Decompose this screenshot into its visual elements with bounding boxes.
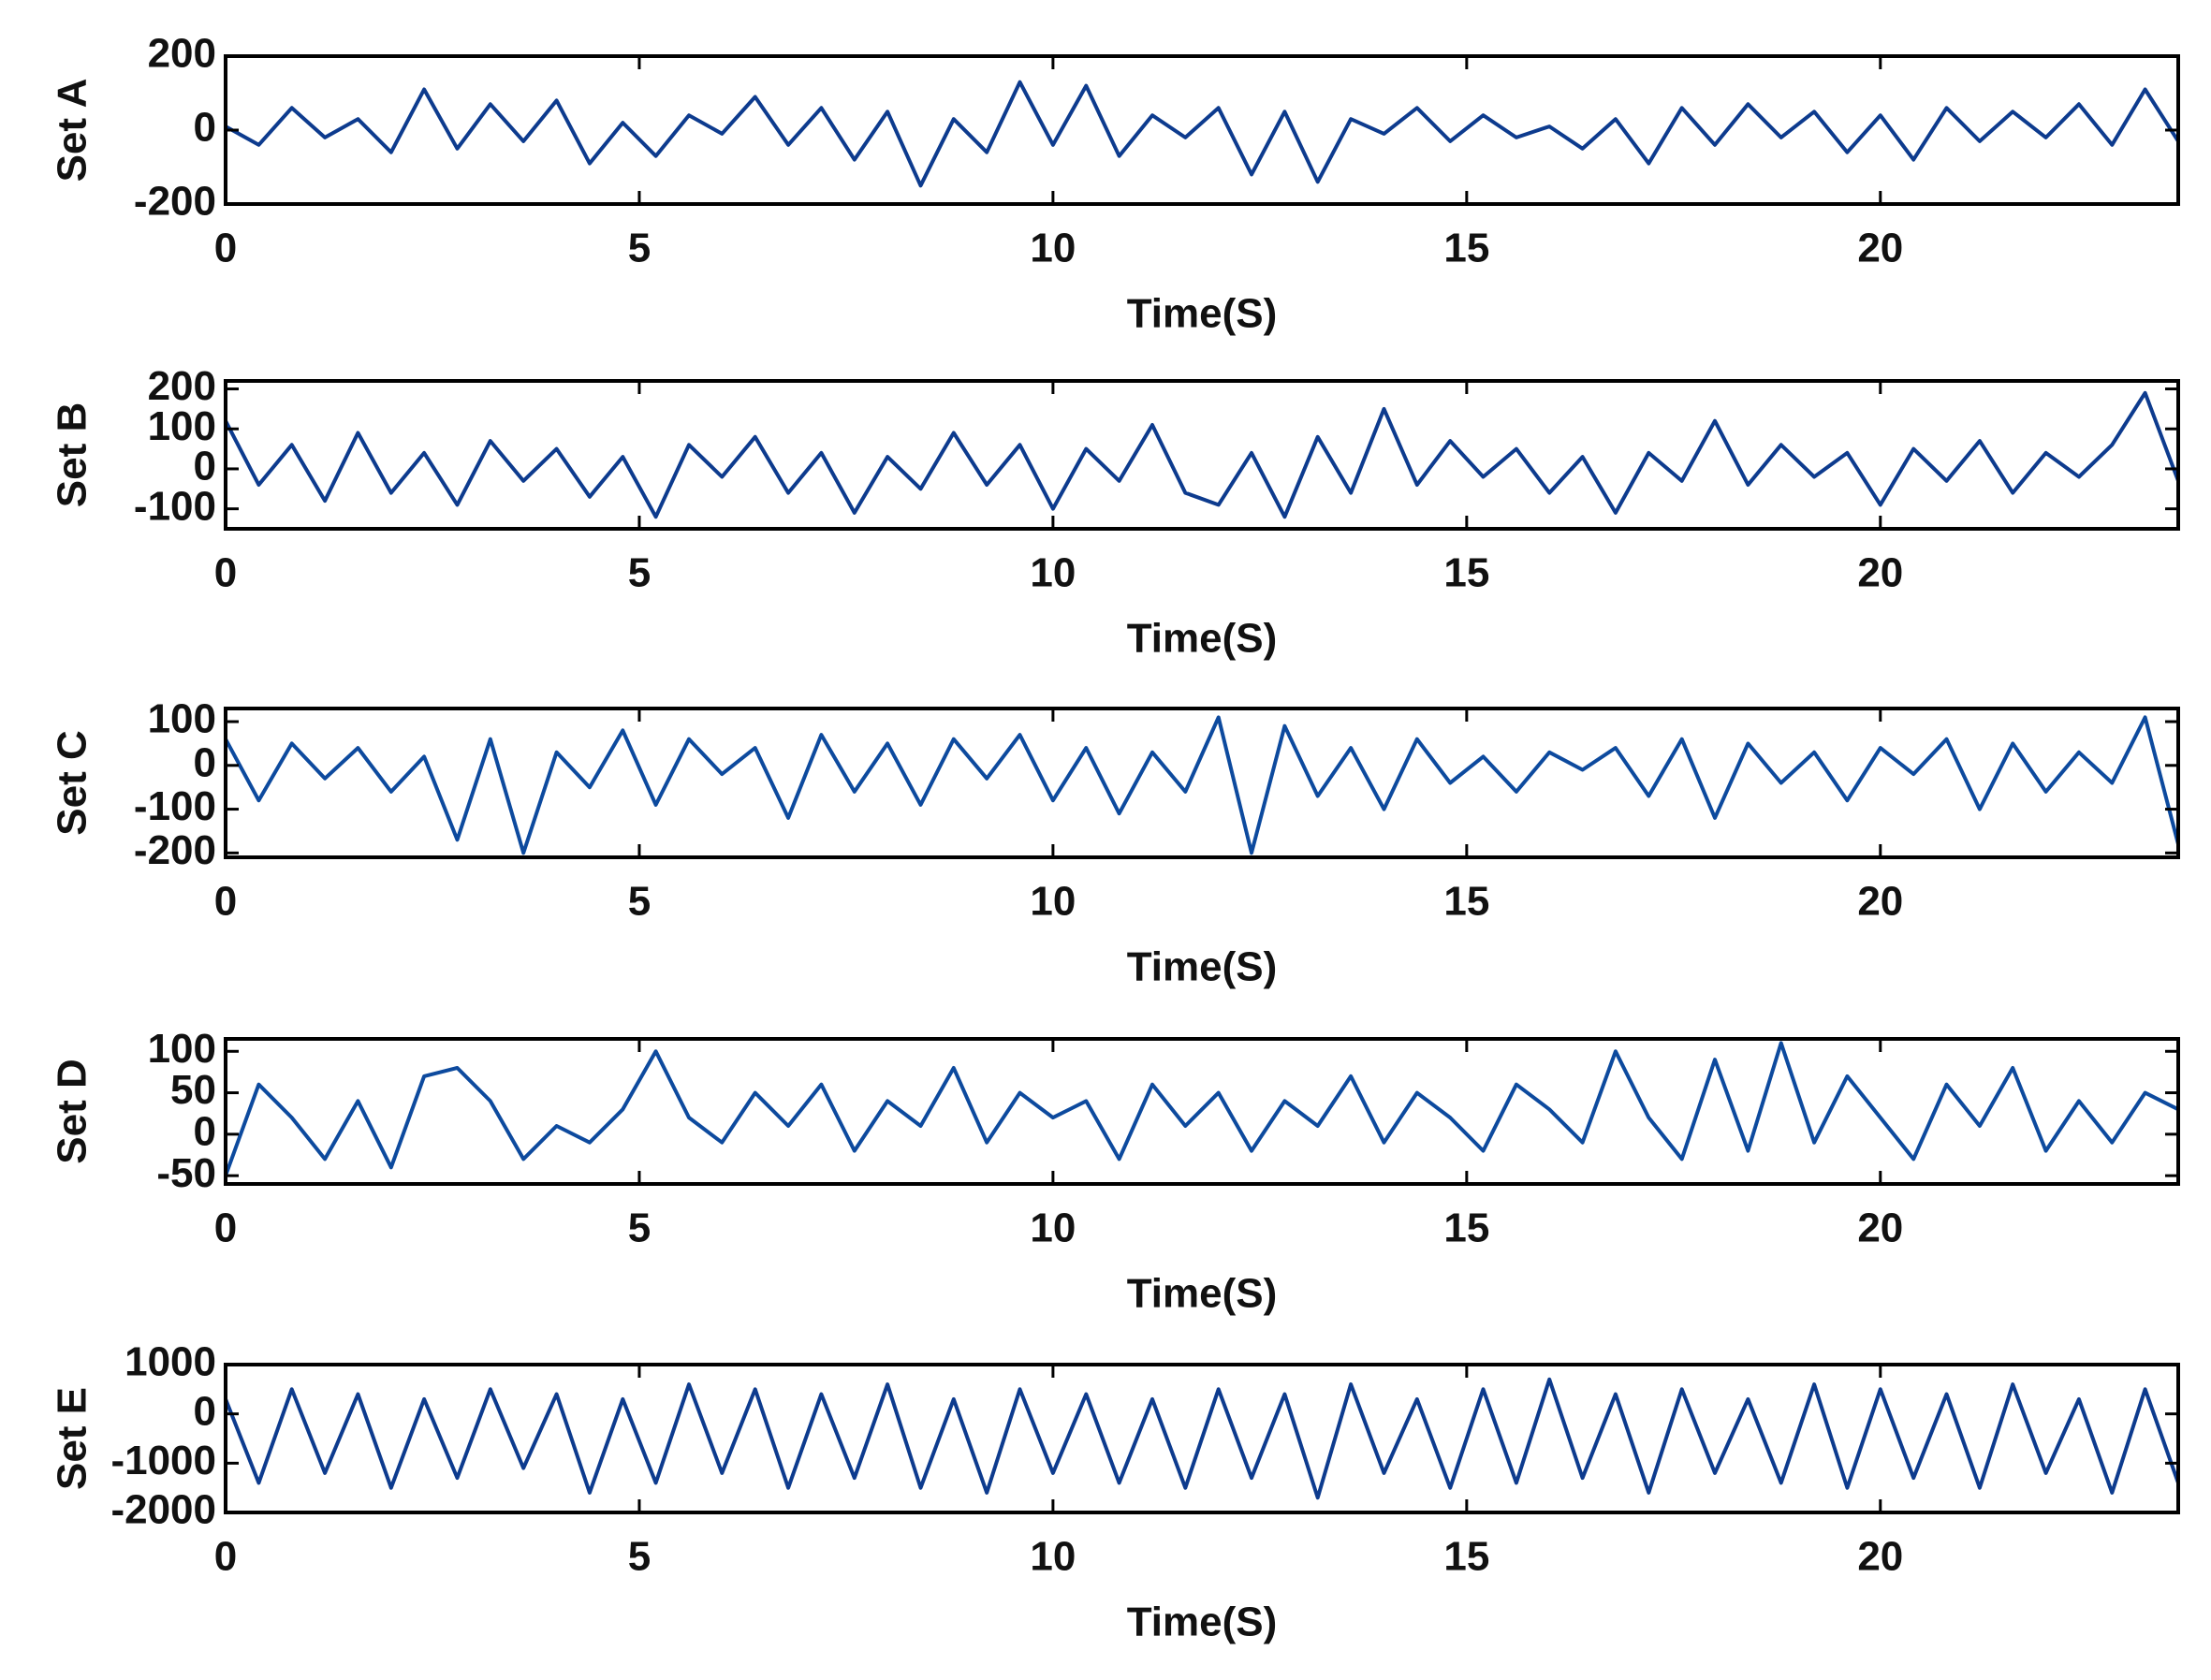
y-tick-label: 100 [148,1026,216,1072]
x-axis-label: Time(S) [1127,291,1278,337]
x-tick-label: 5 [628,1205,651,1251]
y-axis-label: Set B [50,402,95,507]
x-tick-label: 15 [1443,550,1489,596]
signal-line [225,80,2180,188]
x-axis-label: Time(S) [1127,616,1278,662]
plot-area [226,709,2178,857]
x-tick-label: 20 [1857,1534,1903,1580]
x-tick-label: 15 [1443,226,1489,271]
x-tick-label: 15 [1443,1534,1489,1580]
x-tick-label: 5 [628,1534,651,1580]
x-tick-label: 20 [1857,1205,1903,1251]
x-tick-label: 5 [628,226,651,271]
y-tick-label: 200 [148,31,216,77]
signal-line [224,715,2180,855]
x-tick-label: 0 [214,550,237,596]
axes-box [224,1363,2180,1514]
y-tick-label: 200 [148,363,216,409]
x-tick-label: 20 [1857,879,1903,925]
y-tick-label: 0 [194,444,216,489]
signal-line [224,1377,2180,1500]
y-axis-label: Set E [50,1387,95,1490]
y-axis-label: Set C [50,730,95,835]
x-tick-label: 10 [1030,550,1076,596]
x-tick-label: 10 [1030,226,1076,271]
y-tick-label: 0 [194,105,216,151]
x-tick-label: 5 [628,879,651,925]
y-tick-label: -2000 [110,1487,216,1533]
x-tick-label: 5 [628,550,651,596]
x-axis-label: Time(S) [1127,1271,1278,1317]
x-tick-label: 10 [1030,879,1076,925]
y-tick-label: 50 [170,1067,216,1113]
signal-line [224,390,2180,519]
plot-area [226,381,2178,529]
y-tick-label: -50 [156,1150,216,1196]
x-tick-label: 0 [214,879,237,925]
axes-box [224,379,2180,531]
x-tick-label: 0 [214,1534,237,1580]
x-tick-label: 10 [1030,1534,1076,1580]
x-tick-label: 10 [1030,1205,1076,1251]
signal-line [224,1041,2179,1176]
y-tick-label: 0 [194,1388,216,1434]
x-tick-label: 15 [1443,1205,1489,1251]
y-tick-label: 1000 [124,1339,216,1385]
y-tick-label: -100 [134,783,216,829]
x-tick-label: 0 [214,1205,237,1251]
y-tick-label: 100 [148,696,216,742]
y-tick-label: -1000 [110,1438,216,1483]
axes-box [224,707,2180,859]
y-tick-label: -200 [134,179,216,225]
x-axis-label: Time(S) [1127,944,1278,990]
y-axis-label: Set D [50,1059,95,1163]
x-tick-label: 15 [1443,879,1489,925]
x-axis-label: Time(S) [1127,1600,1278,1645]
x-tick-label: 20 [1857,550,1903,596]
y-tick-label: 100 [148,403,216,449]
x-tick-label: 0 [214,226,237,271]
plot-area [226,56,2178,204]
y-tick-label: -200 [134,827,216,873]
y-tick-label: -100 [134,483,216,529]
axes-box [224,1037,2180,1186]
y-tick-label: 0 [194,739,216,785]
y-tick-label: 0 [194,1108,216,1154]
y-axis-label: Set A [50,79,95,183]
x-tick-label: 20 [1857,226,1903,271]
